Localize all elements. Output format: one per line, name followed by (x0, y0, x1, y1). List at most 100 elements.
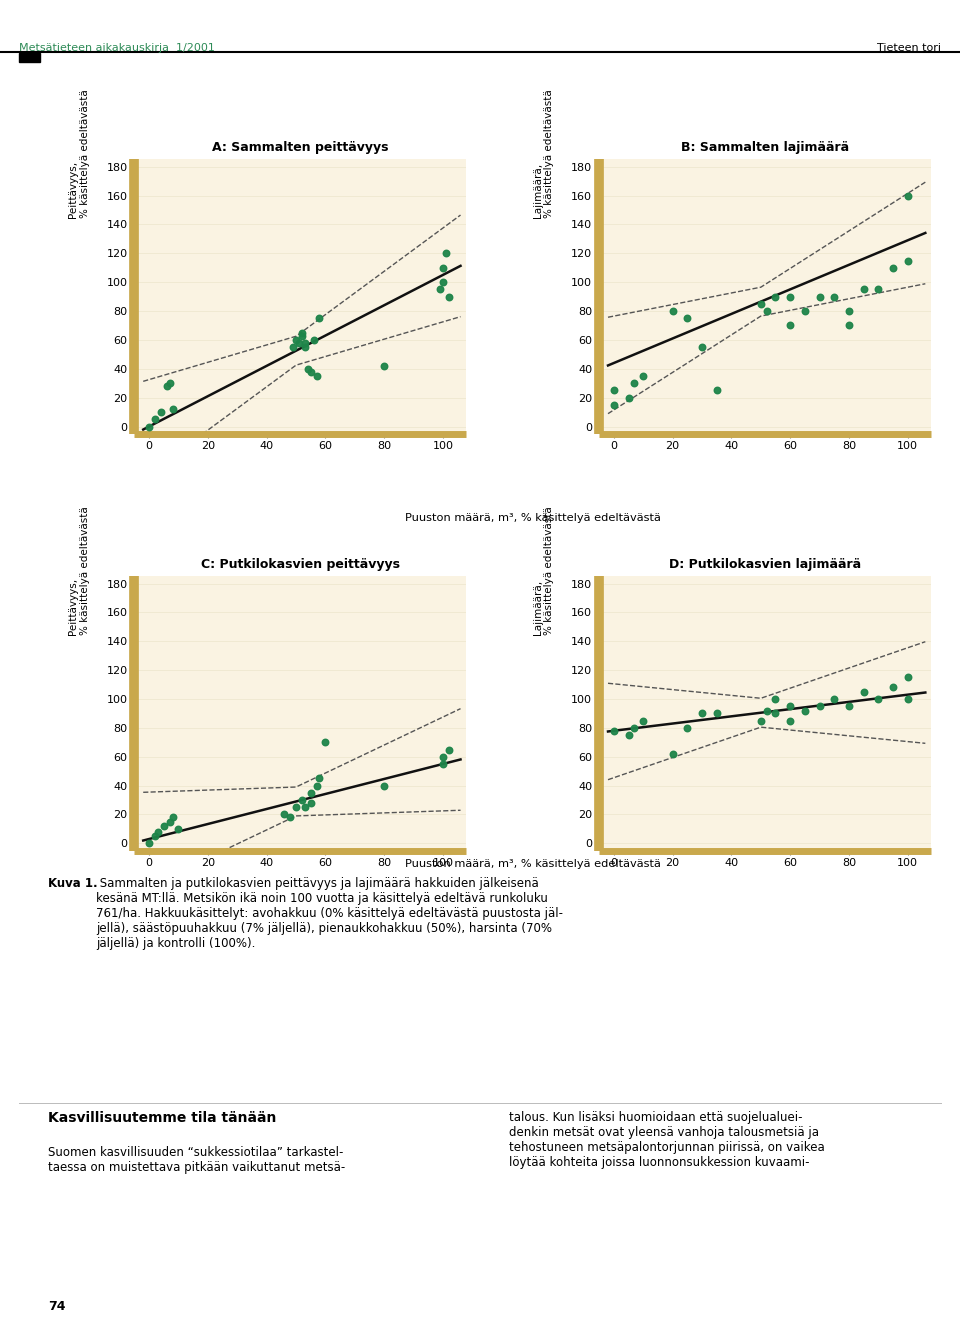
Point (768, 688, 783, 710)
Point (282, 807, 298, 828)
Text: Puuston määrä, m³, % käsittelyä edeltävästä: Puuston määrä, m³, % käsittelyä edeltävä… (405, 859, 660, 869)
Point (276, 804, 292, 825)
Point (606, 395, 621, 416)
Text: Metsätieteen aikakauskirja  1/2001: Metsätieteen aikakauskirja 1/2001 (19, 43, 215, 53)
Title: B: Sammalten lajimäärä: B: Sammalten lajimäärä (682, 141, 850, 154)
Point (435, 256, 450, 278)
Point (147, 408, 162, 429)
Point (871, 279, 886, 300)
Point (680, 307, 695, 328)
Point (900, 667, 916, 688)
Point (782, 315, 798, 336)
Point (709, 703, 725, 724)
Point (759, 700, 775, 722)
Text: Sammalten ja putkilokasvien peittävyys ja lajimäärä hakkuiden jälkeisenä
kesänä : Sammalten ja putkilokasvien peittävyys j… (96, 877, 563, 950)
Point (812, 286, 828, 307)
Point (159, 376, 175, 397)
Point (147, 825, 162, 847)
Point (306, 330, 322, 351)
Point (621, 387, 636, 408)
Text: Suomen kasvillisuuden “sukkessiotilaa” tarkastel-
taessa on muistettava pitkään : Suomen kasvillisuuden “sukkessiotilaa” t… (48, 1146, 346, 1174)
Point (165, 807, 180, 828)
Y-axis label: Lajimäärä,
% käsittelyä edeltävästä: Lajimäärä, % käsittelyä edeltävästä (533, 506, 555, 635)
Point (841, 315, 856, 336)
Point (782, 695, 798, 716)
Point (636, 365, 651, 387)
Point (300, 358, 316, 379)
Point (768, 286, 783, 307)
Point (162, 811, 178, 832)
Point (312, 768, 327, 789)
Point (298, 796, 313, 817)
Text: Kuva 1.: Kuva 1. (48, 877, 98, 890)
Text: Kasvillisuutemme tila tänään: Kasvillisuutemme tila tänään (48, 1111, 276, 1126)
Point (753, 294, 768, 315)
Point (294, 789, 309, 811)
Text: 74: 74 (48, 1300, 65, 1313)
Point (165, 399, 180, 420)
Point (621, 724, 636, 746)
Title: A: Sammalten peittävyys: A: Sammalten peittävyys (212, 141, 389, 154)
Point (827, 688, 842, 710)
Point (797, 300, 812, 322)
Point (885, 676, 900, 698)
Point (856, 682, 872, 703)
Title: C: Putkilokasvien peittävyys: C: Putkilokasvien peittävyys (201, 558, 400, 571)
Point (841, 695, 856, 716)
Y-axis label: Peittävyys,
% käsittelyä edeltävästä: Peittävyys, % käsittelyä edeltävästä (68, 89, 89, 218)
Title: D: Putkilokasvien lajimäärä: D: Putkilokasvien lajimäärä (669, 558, 861, 571)
Point (665, 743, 681, 764)
Point (797, 700, 812, 722)
Point (900, 250, 916, 271)
Point (298, 336, 313, 358)
Point (303, 783, 319, 804)
Point (636, 710, 651, 731)
Point (759, 300, 775, 322)
Point (627, 718, 642, 739)
Point (318, 732, 333, 754)
Point (841, 300, 856, 322)
Text: Puuston määrä, m³, % käsittelyä edeltävästä: Puuston määrä, m³, % käsittelyä edeltävä… (405, 513, 660, 524)
Point (435, 754, 450, 775)
Point (627, 372, 642, 393)
Point (294, 324, 309, 346)
Point (885, 256, 900, 278)
Point (782, 286, 798, 307)
Text: talous. Kun lisäksi huomioidaan että suojelualuei-
denkin metsät ovat yleensä va: talous. Kun lisäksi huomioidaan että suo… (509, 1111, 825, 1170)
Point (285, 336, 300, 358)
Point (141, 833, 156, 855)
Point (171, 819, 186, 840)
Point (298, 332, 313, 354)
Point (694, 703, 709, 724)
Point (827, 286, 842, 307)
Point (753, 710, 768, 731)
Point (376, 355, 392, 376)
Point (303, 361, 319, 383)
Point (441, 286, 456, 307)
Point (871, 688, 886, 710)
Point (150, 821, 165, 843)
Point (606, 380, 621, 401)
Point (435, 271, 450, 292)
Point (606, 720, 621, 742)
Point (438, 243, 453, 264)
Point (441, 739, 456, 760)
Point (768, 703, 783, 724)
Point (709, 380, 725, 401)
Point (812, 695, 828, 716)
Point (856, 279, 872, 300)
Point (694, 336, 709, 358)
Point (162, 372, 178, 393)
Point (782, 710, 798, 731)
Point (665, 300, 681, 322)
Point (309, 365, 324, 387)
Point (376, 775, 392, 796)
Point (294, 322, 309, 343)
Point (156, 816, 172, 837)
Y-axis label: Lajimäärä,
% käsittelyä edeltävästä: Lajimäärä, % käsittelyä edeltävästä (533, 89, 555, 218)
Point (154, 401, 169, 423)
Point (435, 746, 450, 767)
Point (680, 718, 695, 739)
Point (309, 775, 324, 796)
Point (432, 279, 447, 300)
